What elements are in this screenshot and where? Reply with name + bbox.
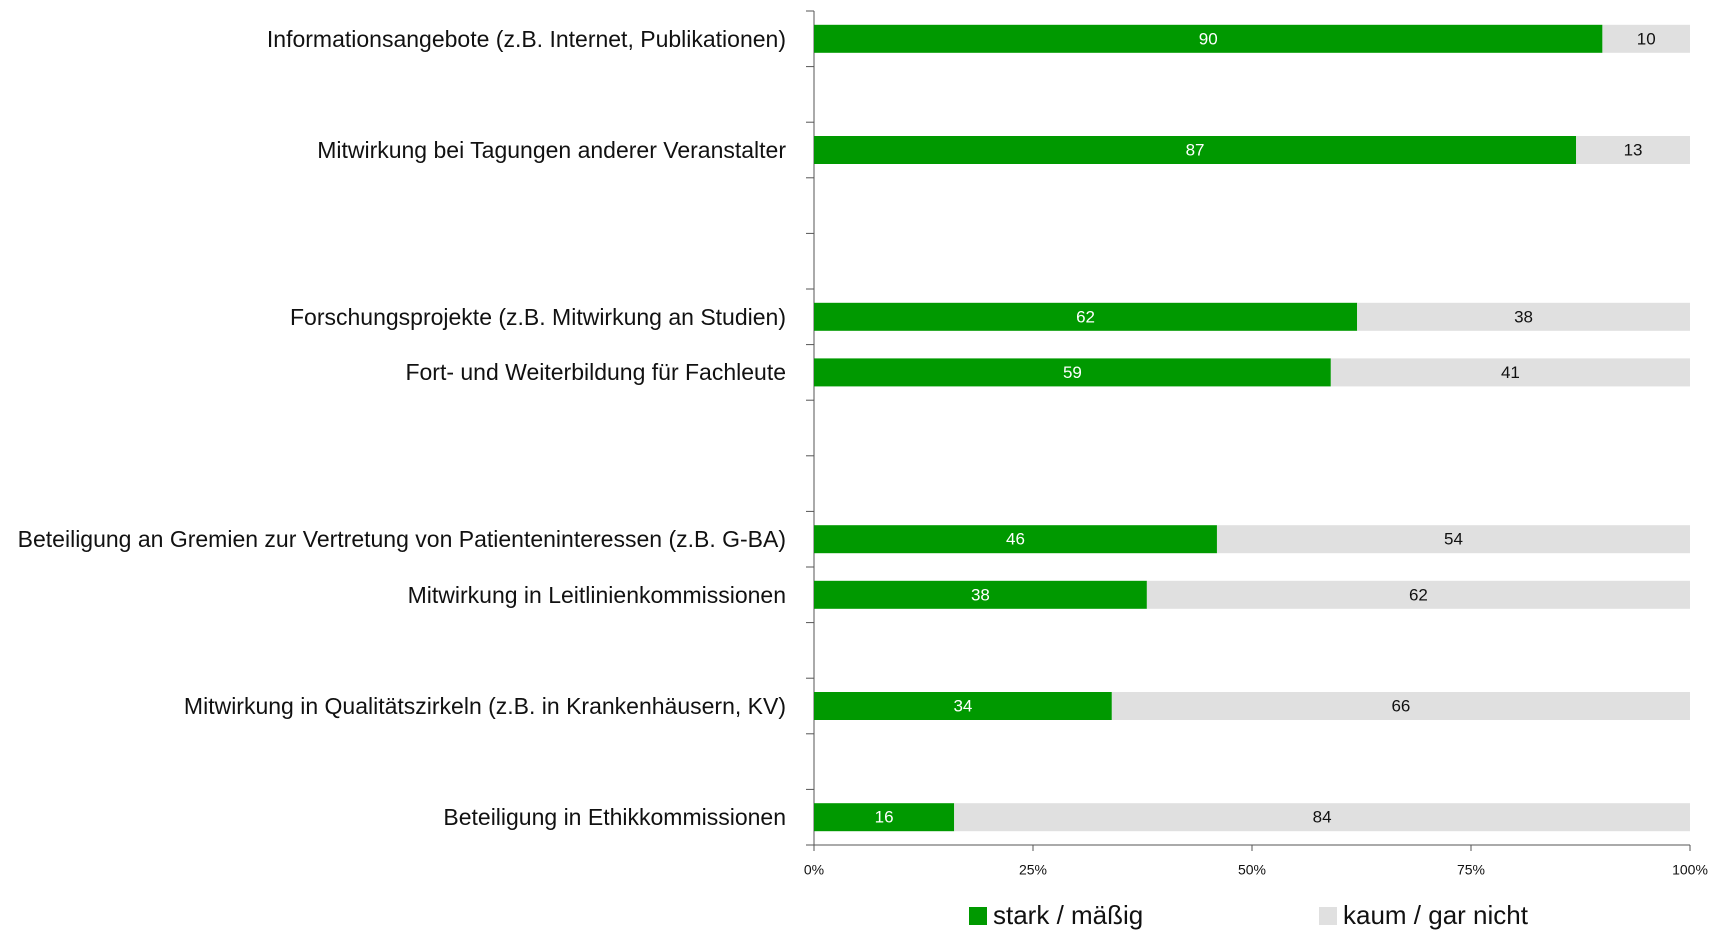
bar xyxy=(814,580,1147,609)
value-label: 90 xyxy=(1199,29,1218,48)
x-tick-label: 25% xyxy=(1019,862,1047,878)
bar xyxy=(1602,24,1690,53)
legend-label: kaum / gar nicht xyxy=(1343,900,1529,930)
legend-swatch xyxy=(1319,907,1337,925)
bar xyxy=(814,525,1217,554)
bar xyxy=(814,692,1112,720)
x-tick-label: 100% xyxy=(1672,862,1708,878)
y-tick-label: Beteiligung an Gremien zur Vertretung vo… xyxy=(17,526,786,553)
x-tick-label: 75% xyxy=(1457,862,1485,878)
bar xyxy=(1146,580,1690,609)
bar xyxy=(1576,136,1690,164)
y-tick-label: Mitwirkung bei Tagungen anderer Veransta… xyxy=(317,137,786,163)
x-tick-label: 50% xyxy=(1238,862,1266,878)
bar xyxy=(814,302,1358,331)
y-tick-label: Mitwirkung in Leitlinienkommissionen xyxy=(407,581,786,608)
y-tick-label: Informationsangebote (z.B. Internet, Pub… xyxy=(266,25,786,52)
bar xyxy=(814,136,1577,164)
y-tick-label: Forschungsprojekte (z.B. Mitwirkung an S… xyxy=(290,303,786,330)
bar xyxy=(814,803,955,832)
bar xyxy=(1111,692,1690,720)
legend-swatch xyxy=(969,907,987,925)
bar xyxy=(1357,302,1690,331)
value-label: 62 xyxy=(1076,307,1095,326)
value-label: 62 xyxy=(1409,585,1428,604)
y-tick-label: Beteiligung in Ethikkommissionen xyxy=(443,804,786,831)
value-label: 10 xyxy=(1637,29,1656,48)
value-label: 54 xyxy=(1444,530,1463,549)
value-label: 66 xyxy=(1391,696,1410,715)
value-label: 59 xyxy=(1063,363,1082,382)
y-tick-label: Mitwirkung in Qualitätszirkeln (z.B. in … xyxy=(183,693,786,719)
bar xyxy=(1216,525,1690,554)
value-label: 41 xyxy=(1501,363,1520,382)
bar xyxy=(954,803,1690,832)
legend-label: stark / mäßig xyxy=(993,900,1143,930)
bar xyxy=(814,358,1331,387)
y-tick-label: Fort- und Weiterbildung für Fachleute xyxy=(405,359,786,386)
value-label: 87 xyxy=(1186,140,1205,159)
value-label: 13 xyxy=(1624,140,1643,159)
value-label: 38 xyxy=(971,585,990,604)
value-label: 38 xyxy=(1514,307,1533,326)
value-label: 16 xyxy=(875,808,894,827)
value-label: 84 xyxy=(1313,808,1332,827)
bar xyxy=(814,24,1603,53)
value-label: 46 xyxy=(1006,530,1025,549)
x-tick-label: 0% xyxy=(804,862,824,878)
value-label: 34 xyxy=(953,696,972,715)
bar xyxy=(1330,358,1690,387)
